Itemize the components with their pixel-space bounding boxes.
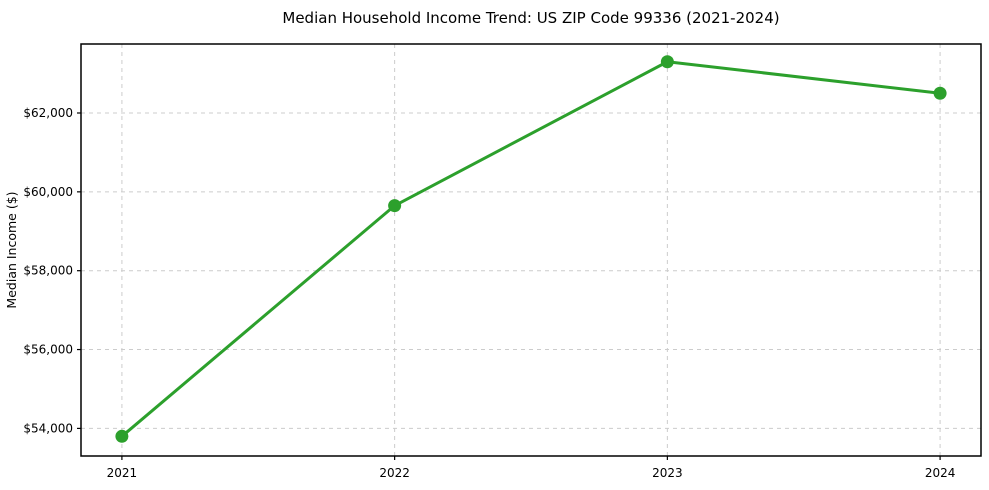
- data-point: [660, 55, 674, 69]
- x-tick-label: 2023: [652, 466, 683, 480]
- axis-layer: $54,000 $56,000 $58,000 $60,000 $62,000 2021 2…: [23, 106, 955, 480]
- x-tick-label: 2024: [925, 466, 956, 480]
- x-tick-label: 2021: [107, 466, 138, 480]
- series-layer: [115, 55, 947, 443]
- grid-layer: [81, 44, 981, 456]
- y-tick-label: $56,000: [23, 343, 73, 357]
- data-point: [933, 86, 947, 100]
- y-tick-label: $62,000: [23, 106, 73, 120]
- trend-line: [120, 60, 942, 438]
- y-tick-label: $60,000: [23, 185, 73, 199]
- plot-border: [80, 43, 982, 457]
- data-point: [115, 429, 129, 443]
- y-axis-label: Median Income ($): [4, 191, 19, 308]
- data-point: [388, 199, 402, 213]
- y-tick-label: $54,000: [23, 421, 73, 435]
- y-tick-label: $58,000: [23, 264, 73, 278]
- chart-title: Median Household Income Trend: US ZIP Co…: [282, 9, 779, 27]
- x-tick-label: 2022: [379, 466, 410, 480]
